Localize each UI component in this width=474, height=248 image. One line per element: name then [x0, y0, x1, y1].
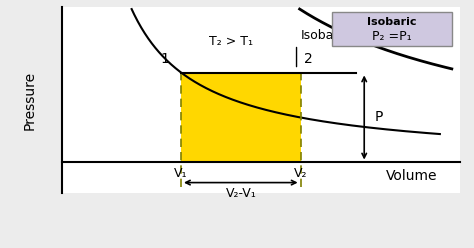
Text: T₂ > T₁: T₂ > T₁: [209, 35, 253, 48]
Text: P: P: [374, 111, 383, 124]
Text: Volume: Volume: [386, 169, 438, 183]
Text: P₂ =P₁: P₂ =P₁: [372, 30, 412, 43]
Text: 1: 1: [160, 52, 169, 66]
Text: 2: 2: [304, 52, 313, 66]
Text: V₁: V₁: [174, 167, 188, 180]
Text: Isobar: Isobar: [301, 29, 339, 42]
Bar: [181, 73, 301, 162]
Text: Pressure: Pressure: [23, 71, 37, 130]
Bar: [332, 12, 452, 46]
Text: V₂: V₂: [294, 167, 307, 180]
Text: V₂-V₁: V₂-V₁: [226, 187, 256, 200]
Text: Isobaric: Isobaric: [367, 17, 417, 27]
